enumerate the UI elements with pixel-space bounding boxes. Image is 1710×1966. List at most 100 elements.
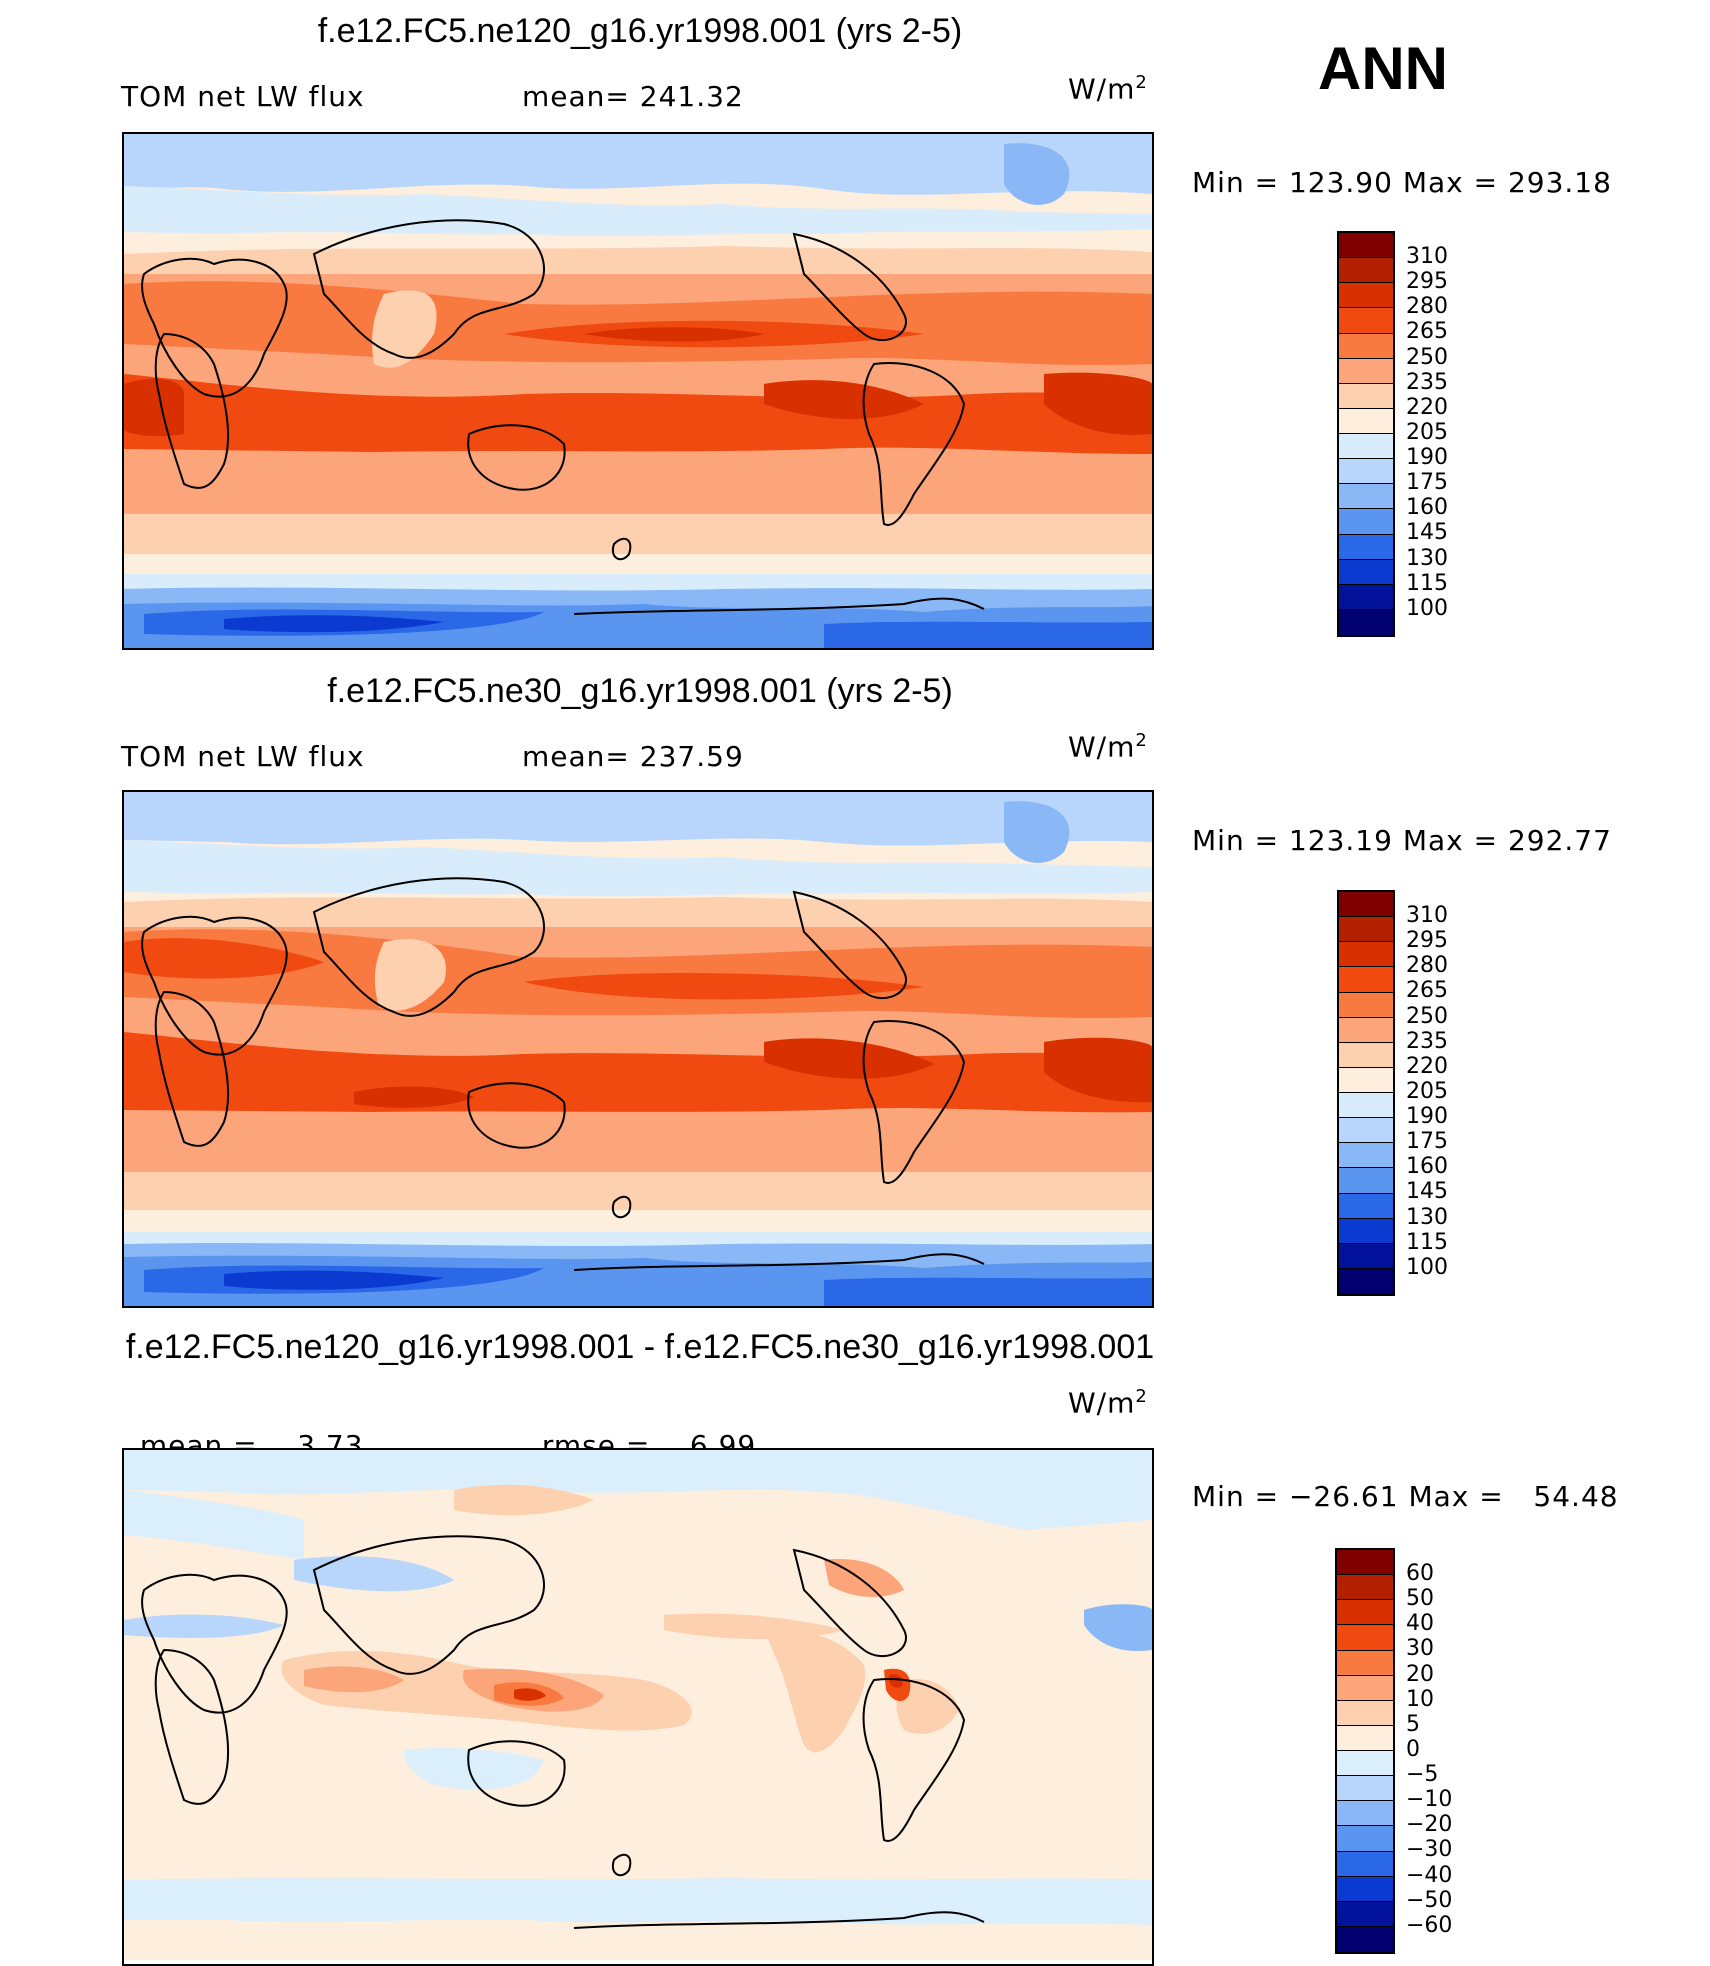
colorbar-segment [1337, 1675, 1393, 1701]
colorbar-segment [1339, 358, 1393, 384]
colorbar-tick-label: 265 [1406, 978, 1448, 1004]
colorbar-tick-label: −40 [1406, 1862, 1453, 1888]
colorbar-segment [1339, 408, 1393, 434]
colorbar-tick-label: 220 [1406, 394, 1448, 420]
colorbar-segment [1339, 509, 1393, 535]
colorbar-tick-label: 310 [1406, 903, 1448, 928]
panel-2-map-svg [124, 792, 1152, 1306]
panel-2-variable-label: TOM net LW flux [121, 740, 365, 773]
panel-2-units: W/m2 [1068, 730, 1148, 764]
colorbar-segment [1339, 1268, 1393, 1294]
colorbar-segment [1337, 1725, 1393, 1751]
panel-1-mean-label: mean= 241.32 [522, 80, 744, 113]
colorbar-tick-label: 295 [1406, 928, 1448, 954]
colorbar-tick-label: 205 [1406, 419, 1448, 445]
colorbar-tick-label: 10 [1406, 1686, 1434, 1712]
colorbar-segment [1339, 434, 1393, 460]
colorbar-tick-label: 295 [1406, 269, 1448, 295]
colorbar-segment [1337, 1901, 1393, 1927]
panel-1-map [122, 132, 1154, 650]
colorbar-tick-label: 190 [1406, 1104, 1448, 1129]
colorbar-tick-label: 5 [1406, 1711, 1420, 1737]
colorbar-tick-label: 145 [1406, 1179, 1448, 1205]
panel-3-minmax: Min = −26.61 Max = 54.48 [1192, 1480, 1619, 1513]
colorbar-tick-label: 250 [1406, 344, 1448, 370]
colorbar-segment [1339, 333, 1393, 359]
colorbar-segment [1339, 1118, 1393, 1144]
colorbar-tick-label: −10 [1406, 1787, 1453, 1813]
colorbar-segment [1339, 1143, 1393, 1169]
colorbar-tick-label: 265 [1406, 319, 1448, 345]
colorbar-segment [1339, 1193, 1393, 1219]
colorbar-segment [1337, 1926, 1393, 1952]
colorbar-tick-label: 280 [1406, 953, 1448, 979]
colorbar-tick-label: 100 [1406, 1254, 1448, 1280]
colorbar-tick-label: 100 [1406, 595, 1448, 621]
colorbar-tick-label: 115 [1406, 1229, 1448, 1255]
colorbar-segment [1339, 233, 1393, 259]
colorbar-tick-label: −60 [1406, 1912, 1453, 1938]
colorbar-segment [1339, 1042, 1393, 1068]
colorbar-segment [1339, 534, 1393, 560]
colorbar-tick-label: 130 [1406, 1204, 1448, 1230]
colorbar-segment [1337, 1550, 1393, 1576]
colorbar-segment [1339, 484, 1393, 510]
colorbar-segment [1339, 258, 1393, 284]
panel-1-map-svg [124, 134, 1152, 648]
colorbar-segment [1339, 1017, 1393, 1043]
colorbar-segment [1339, 892, 1393, 918]
panel-1-mean-value: 241.32 [639, 80, 744, 113]
colorbar-segment [1337, 1851, 1393, 1877]
colorbar-tick-label: 235 [1406, 1028, 1448, 1054]
colorbar-segment [1339, 917, 1393, 943]
colorbar-tick-label: 310 [1406, 244, 1448, 269]
season-label: ANN [1318, 35, 1448, 102]
panel-1-units: W/m2 [1068, 72, 1148, 106]
colorbar-tick-label: 0 [1406, 1736, 1420, 1762]
colorbar-tick-label: 130 [1406, 545, 1448, 571]
colorbar-segment [1339, 1093, 1393, 1119]
colorbar-tick-label: 250 [1406, 1003, 1448, 1029]
colorbar-segment [1339, 1067, 1393, 1093]
colorbar-tick-label: 60 [1406, 1561, 1434, 1586]
colorbar-segment [1339, 559, 1393, 585]
colorbar-tick-label: 175 [1406, 1129, 1448, 1155]
colorbar-tick-label: 175 [1406, 470, 1448, 496]
panel-3-units: W/m2 [1068, 1386, 1148, 1420]
colorbar-segment [1337, 1575, 1393, 1601]
colorbar-segment [1339, 1243, 1393, 1269]
colorbar-segment [1337, 1751, 1393, 1777]
colorbar-tick-label: −20 [1406, 1812, 1453, 1838]
colorbar-segment [1339, 1168, 1393, 1194]
colorbar-tick-label: 160 [1406, 1154, 1448, 1180]
panel-3-title: f.e12.FC5.ne120_g16.yr1998.001 - f.e12.F… [125, 1328, 1155, 1366]
panel-2-mean-label: mean= 237.59 [522, 740, 744, 773]
panel-3-map-svg [124, 1450, 1152, 1960]
panel-2-colorbar [1337, 890, 1395, 1296]
colorbar-segment [1337, 1876, 1393, 1902]
panel-1-variable-label: TOM net LW flux [121, 80, 365, 113]
colorbar-segment [1337, 1600, 1393, 1626]
colorbar-segment [1339, 992, 1393, 1018]
colorbar-tick-label: −50 [1406, 1887, 1453, 1913]
colorbar-segment [1339, 459, 1393, 485]
colorbar-segment [1339, 942, 1393, 968]
colorbar-segment [1339, 967, 1393, 993]
panel-2-map [122, 790, 1154, 1308]
panel-1-title: f.e12.FC5.ne120_g16.yr1998.001 (yrs 2-5) [317, 12, 963, 50]
colorbar-segment [1339, 283, 1393, 309]
colorbar-segment [1337, 1776, 1393, 1802]
panel-1-minmax: Min = 123.90 Max = 293.18 [1192, 166, 1612, 199]
colorbar-segment [1337, 1650, 1393, 1676]
colorbar-segment [1337, 1700, 1393, 1726]
colorbar-tick-label: −30 [1406, 1837, 1453, 1863]
colorbar-tick-label: 190 [1406, 445, 1448, 470]
panel-1-colorbar [1337, 231, 1395, 637]
colorbar-tick-label: 115 [1406, 570, 1448, 596]
colorbar-tick-label: 145 [1406, 520, 1448, 546]
colorbar-tick-label: 280 [1406, 294, 1448, 320]
colorbar-tick-label: 50 [1406, 1586, 1434, 1612]
panel-2-title: f.e12.FC5.ne30_g16.yr1998.001 (yrs 2-5) [327, 672, 953, 710]
colorbar-tick-label: 20 [1406, 1661, 1434, 1687]
colorbar-tick-label: 220 [1406, 1053, 1448, 1079]
